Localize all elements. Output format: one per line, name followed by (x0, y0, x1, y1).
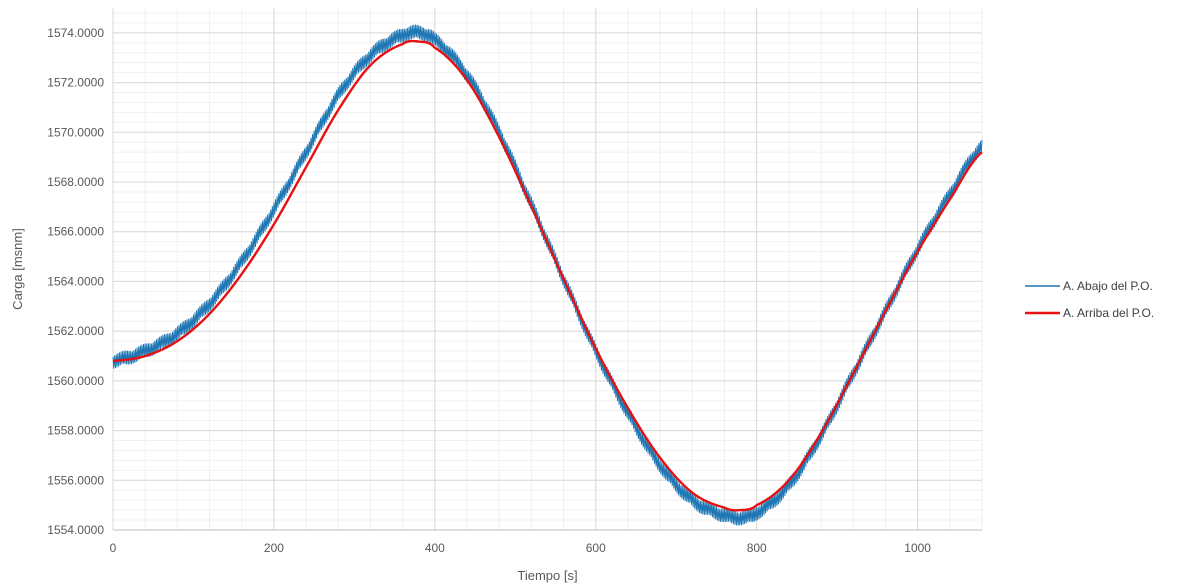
x-tick-label: 800 (747, 541, 767, 555)
y-tick-label: 1566.0000 (47, 225, 104, 239)
y-axis-title: Carga [msnm] (10, 228, 25, 310)
x-tick-label: 600 (586, 541, 606, 555)
x-tick-label: 400 (425, 541, 445, 555)
y-tick-label: 1572.0000 (47, 76, 104, 90)
x-axis-ticks: 0 200 400 600 800 1000 (110, 541, 932, 555)
legend-label-arriba: A. Arriba del P.O. (1063, 306, 1154, 320)
major-gridlines (112, 8, 982, 531)
y-tick-label: 1570.0000 (47, 125, 104, 139)
x-tick-label: 200 (264, 541, 284, 555)
x-tick-label: 0 (110, 541, 117, 555)
y-tick-label: 1564.0000 (47, 274, 104, 288)
y-axis-ticks: 1554.0000 1556.0000 1558.0000 1560.0000 1562… (47, 26, 104, 537)
y-tick-label: 1560.0000 (47, 374, 104, 388)
series-line-arriba (112, 39, 983, 512)
y-tick-label: 1574.0000 (47, 26, 104, 40)
y-tick-label: 1562.0000 (47, 324, 104, 338)
legend: A. Abajo del P.O. A. Arriba del P.O. (1025, 279, 1154, 320)
y-tick-label: 1554.0000 (47, 523, 104, 537)
y-tick-label: 1558.0000 (47, 424, 104, 438)
y-tick-label: 1556.0000 (47, 473, 104, 487)
series-line-abajo (112, 24, 983, 526)
minor-gridlines (112, 8, 983, 531)
legend-label-abajo: A. Abajo del P.O. (1063, 279, 1153, 293)
y-tick-label: 1568.0000 (47, 175, 104, 189)
series-layer (112, 24, 983, 526)
x-tick-label: 1000 (904, 541, 931, 555)
x-axis-title: Tiempo [s] (517, 568, 577, 583)
